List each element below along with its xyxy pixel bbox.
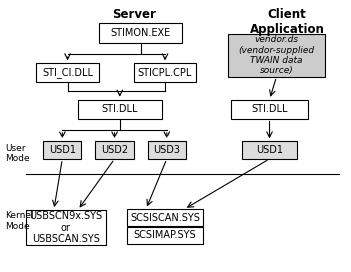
FancyBboxPatch shape — [241, 141, 297, 159]
Text: vendor.ds
(vendor-supplied
TWAIN data
source): vendor.ds (vendor-supplied TWAIN data so… — [238, 35, 314, 75]
Text: STI.DLL: STI.DLL — [251, 104, 288, 114]
Text: STI_CI.DLL: STI_CI.DLL — [42, 67, 93, 78]
FancyBboxPatch shape — [36, 63, 99, 82]
FancyBboxPatch shape — [231, 100, 308, 119]
Text: STI.DLL: STI.DLL — [101, 104, 138, 114]
Text: USBSCN9x.SYS
or
USBSCAN.SYS: USBSCN9x.SYS or USBSCAN.SYS — [29, 211, 102, 244]
FancyBboxPatch shape — [95, 141, 134, 159]
Text: SCSIMAP.SYS: SCSIMAP.SYS — [134, 230, 196, 240]
Text: USD2: USD2 — [101, 145, 128, 155]
Text: Client
Application: Client Application — [250, 8, 324, 36]
FancyBboxPatch shape — [134, 63, 197, 82]
Text: USD3: USD3 — [153, 145, 180, 155]
FancyBboxPatch shape — [43, 141, 81, 159]
FancyBboxPatch shape — [148, 141, 186, 159]
Text: USD1: USD1 — [49, 145, 76, 155]
Text: Server: Server — [112, 8, 155, 21]
Text: User
Mode: User Mode — [5, 144, 29, 163]
Text: STIMON.EXE: STIMON.EXE — [111, 28, 171, 38]
FancyBboxPatch shape — [228, 34, 325, 77]
Text: STICPL.CPL: STICPL.CPL — [138, 68, 192, 78]
Text: SCSISCAN.SYS: SCSISCAN.SYS — [130, 213, 200, 223]
FancyBboxPatch shape — [127, 227, 203, 244]
FancyBboxPatch shape — [78, 100, 161, 119]
FancyBboxPatch shape — [99, 23, 183, 43]
FancyBboxPatch shape — [127, 209, 203, 226]
Text: USD1: USD1 — [256, 145, 283, 155]
Text: Kernel
Mode: Kernel Mode — [5, 211, 33, 230]
FancyBboxPatch shape — [26, 210, 106, 245]
